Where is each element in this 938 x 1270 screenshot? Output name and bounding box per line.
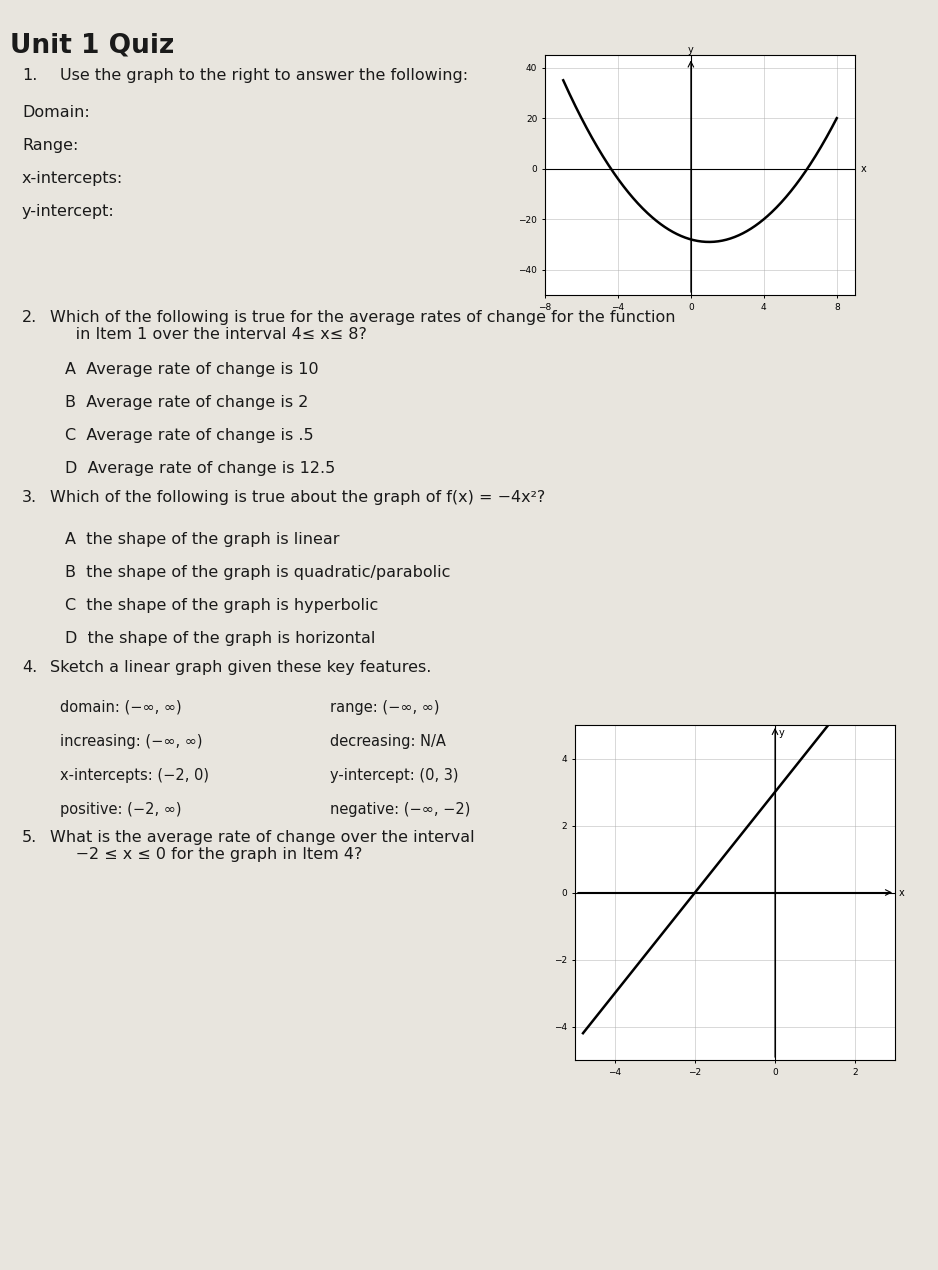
Text: D  the shape of the graph is horizontal: D the shape of the graph is horizontal: [65, 631, 375, 646]
Text: decreasing: N/A: decreasing: N/A: [330, 734, 446, 749]
Text: C  the shape of the graph is hyperbolic: C the shape of the graph is hyperbolic: [65, 598, 378, 613]
Text: What is the average rate of change over the interval
     −2 ≤ x ≤ 0 for the gra: What is the average rate of change over …: [50, 831, 475, 862]
Text: Sketch a linear graph given these key features.: Sketch a linear graph given these key fe…: [50, 660, 431, 674]
Text: 2.: 2.: [22, 310, 38, 325]
Text: x-intercepts: (−2, 0): x-intercepts: (−2, 0): [60, 768, 209, 784]
Text: positive: (−2, ∞): positive: (−2, ∞): [60, 801, 181, 817]
Text: D  Average rate of change is 12.5: D Average rate of change is 12.5: [65, 461, 335, 476]
Text: increasing: (−∞, ∞): increasing: (−∞, ∞): [60, 734, 203, 749]
Text: x: x: [899, 888, 905, 898]
Text: Range:: Range:: [22, 138, 79, 152]
Text: Which of the following is true for the average rates of change for the function
: Which of the following is true for the a…: [50, 310, 675, 343]
Text: 4.: 4.: [22, 660, 38, 674]
Text: B  the shape of the graph is quadratic/parabolic: B the shape of the graph is quadratic/pa…: [65, 565, 450, 580]
Text: x: x: [860, 164, 866, 174]
Text: Unit 1 Quiz: Unit 1 Quiz: [10, 32, 174, 58]
Text: A  Average rate of change is 10: A Average rate of change is 10: [65, 362, 319, 377]
Text: C  Average rate of change is .5: C Average rate of change is .5: [65, 428, 313, 443]
Text: A  the shape of the graph is linear: A the shape of the graph is linear: [65, 532, 340, 547]
Text: y: y: [688, 44, 694, 55]
Text: x-intercepts:: x-intercepts:: [22, 171, 123, 185]
Text: Domain:: Domain:: [22, 105, 90, 119]
Text: Which of the following is true about the graph of f(x) = −4x²?: Which of the following is true about the…: [50, 490, 545, 505]
Text: 3.: 3.: [22, 490, 38, 505]
Text: Use the graph to the right to answer the following:: Use the graph to the right to answer the…: [60, 69, 468, 83]
Text: y-intercept:: y-intercept:: [22, 204, 114, 218]
Text: 1.: 1.: [22, 69, 38, 83]
Text: y: y: [779, 729, 785, 738]
Text: negative: (−∞, −2): negative: (−∞, −2): [330, 801, 470, 817]
Text: range: (−∞, ∞): range: (−∞, ∞): [330, 700, 440, 715]
Text: domain: (−∞, ∞): domain: (−∞, ∞): [60, 700, 182, 715]
Text: y-intercept: (0, 3): y-intercept: (0, 3): [330, 768, 459, 784]
Text: 5.: 5.: [22, 831, 38, 845]
Text: B  Average rate of change is 2: B Average rate of change is 2: [65, 395, 309, 410]
